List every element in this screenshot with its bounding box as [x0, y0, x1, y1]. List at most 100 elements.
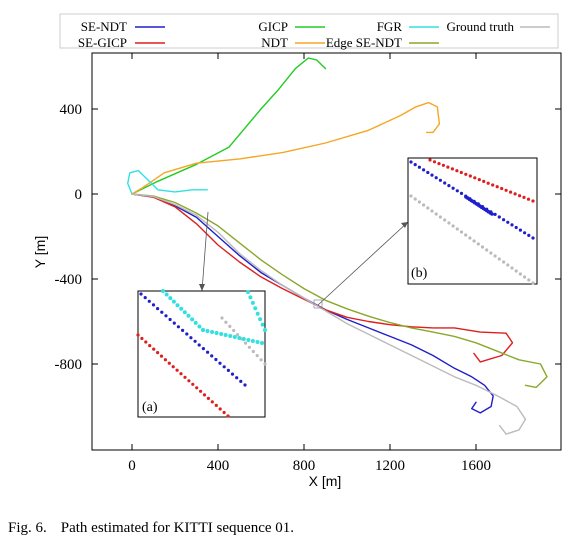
- inset-a-dot-se-gicp: [159, 354, 164, 358]
- inset-b-dot-se-ndt: [413, 163, 417, 167]
- inset-b-dot-se-ndt: [409, 160, 413, 164]
- caption-text: Path estimated for KITTI sequence 01.: [60, 520, 295, 536]
- inset-a-dot-fgr: [260, 341, 264, 345]
- inset-b-dot-se-gicp: [522, 195, 526, 199]
- inset-a-dot-se-ndt: [193, 339, 197, 343]
- inset-b-label-bg: [410, 264, 434, 281]
- series-layer: [127, 57, 548, 435]
- legend-label-se-gicp: SE-GICP: [78, 35, 127, 50]
- inset-b-dot-ground-truth: [489, 251, 493, 255]
- inset-b-dot-ground-truth: [464, 233, 468, 237]
- series-line-se-ndt: [131, 193, 494, 414]
- inset-b-dot-ground-truth: [447, 221, 451, 225]
- inset-b-dot-se-gicp: [441, 163, 445, 167]
- inset-b-dot-se-ndt: [451, 186, 455, 190]
- inset-b-dot-ground-truth: [426, 206, 430, 210]
- inset-a-dot-fgr: [246, 338, 251, 342]
- series-line-fgr: [127, 169, 208, 195]
- inset-a-dot-fgr: [175, 303, 180, 308]
- inset-a-dot-se-ndt: [143, 296, 147, 300]
- inset-b-dot-se-ndt: [514, 225, 518, 230]
- series-line-ground-truth: [131, 193, 527, 435]
- inset-b-dot-se-ndt: [443, 181, 447, 185]
- inset-a-dot-fgr: [237, 336, 242, 340]
- inset-b-dot-se-ndt: [531, 236, 535, 240]
- inset-b-dot-ground-truth: [514, 269, 518, 273]
- inset-b-source-marker: [313, 299, 323, 309]
- ticks-layer: 0 400 800 1200 1600 400 0 -400 -800: [55, 53, 561, 474]
- y-tick-label: 0: [75, 187, 83, 203]
- inset-b-dot-ground-truth: [493, 254, 497, 258]
- inset-a-dot-se-ndt: [185, 332, 189, 336]
- inset-b-dot-ground-truth: [422, 203, 426, 207]
- x-tick-label: 0: [128, 458, 136, 474]
- inset-b-dot-se-ndt: [493, 212, 497, 216]
- inset-a-dot-fgr: [182, 310, 187, 315]
- inset-b-dot-se-gicp: [531, 199, 535, 203]
- inset-a-dot-fgr: [210, 330, 215, 334]
- inset-a-dot-fgr: [232, 335, 237, 339]
- inset-b-dot-se-gicp: [477, 178, 481, 182]
- inset-a-dot-se-ndt: [201, 347, 205, 351]
- inset-a-dot-se-gicp: [148, 344, 152, 348]
- inset-a-dot-se-ndt: [239, 379, 243, 383]
- inset-b-dot-se-ndt: [447, 184, 451, 188]
- inset-a-dot-ground-truth: [236, 333, 240, 337]
- inset-a-arrowhead: [199, 284, 205, 291]
- inset-b-dot-ground-truth: [409, 194, 413, 198]
- x-tick-label: 400: [207, 458, 230, 474]
- inset-a-dot-fgr: [248, 295, 253, 300]
- inset-a-dot-se-ndt: [168, 317, 172, 322]
- inset-a-dot-ground-truth: [259, 358, 263, 362]
- inset-a-dot-se-ndt: [197, 343, 201, 347]
- inset-b-label: (b): [411, 266, 428, 281]
- inset-a-dot-fgr: [223, 333, 228, 337]
- inset-a-dot-fgr: [205, 329, 210, 333]
- inset-a-dot-fgr: [161, 289, 165, 293]
- inset-b-dot-se-gicp: [486, 181, 490, 185]
- inset-b-dot-se-gicp: [459, 170, 463, 175]
- inset-b-dot-se-gicp: [504, 188, 508, 192]
- inset-a-dot-fgr: [241, 337, 246, 341]
- series-line-edge-se-ndt: [131, 193, 548, 389]
- inset-a: (a): [136, 289, 267, 418]
- inset-b-dot-ground-truth: [523, 275, 527, 279]
- y-tick-label: -400: [55, 272, 83, 288]
- y-axis-label: Y [m]: [32, 236, 48, 268]
- inset-b-dots: [409, 158, 535, 285]
- inset-b-dot-ground-truth: [459, 230, 464, 234]
- inset-b-dot-ground-truth: [434, 212, 438, 216]
- inset-a-dot-fgr: [255, 311, 260, 316]
- inset-b-dot-ground-truth: [451, 224, 455, 228]
- inset-a-dot-se-ndt: [206, 350, 210, 354]
- inset-b-dot-se-ndt: [430, 173, 434, 177]
- inset-b-dot-se-ndt-cluster: [490, 212, 494, 216]
- inset-a-dot-fgr: [250, 300, 255, 305]
- inset-a-dot-se-gicp: [140, 336, 144, 341]
- inset-a-dot-ground-truth: [232, 328, 236, 333]
- inset-a-dot-ground-truth: [220, 316, 224, 320]
- inset-a-dot-fgr: [197, 324, 202, 329]
- inset-a-dot-se-ndt: [189, 336, 193, 340]
- legend: SE-NDT GICP FGR Ground truth SE-GICP NDT Edge …: [78, 19, 550, 50]
- inset-a-dot-fgr: [263, 328, 267, 332]
- inset-a-dot-fgr: [260, 322, 265, 327]
- inset-a-dot-fgr: [201, 328, 205, 332]
- inset-a-dot-se-ndt: [243, 383, 247, 387]
- inset-a-dot-fgr: [250, 339, 255, 343]
- inset-b-dot-ground-truth: [413, 197, 417, 201]
- inset-b-dot-se-gicp: [500, 186, 504, 191]
- inset-a-dot-ground-truth: [251, 349, 255, 354]
- inset-a-dot-se-ndt: [235, 376, 239, 380]
- inset-b-dot-se-gicp: [450, 167, 454, 171]
- inset-a-dot-fgr: [258, 317, 263, 322]
- inset-a-dot-se-gicp: [206, 396, 210, 400]
- inset-a-dots: [136, 289, 267, 418]
- inset-b-dot-se-ndt: [426, 170, 430, 175]
- inset-a-dot-se-gicp: [179, 372, 183, 376]
- inset-a-dot-se-gicp: [167, 361, 171, 365]
- inset-b-dot-ground-truth: [510, 266, 514, 270]
- inset-b-dot-ground-truth: [455, 227, 459, 231]
- inset-a-dot-fgr: [168, 296, 173, 301]
